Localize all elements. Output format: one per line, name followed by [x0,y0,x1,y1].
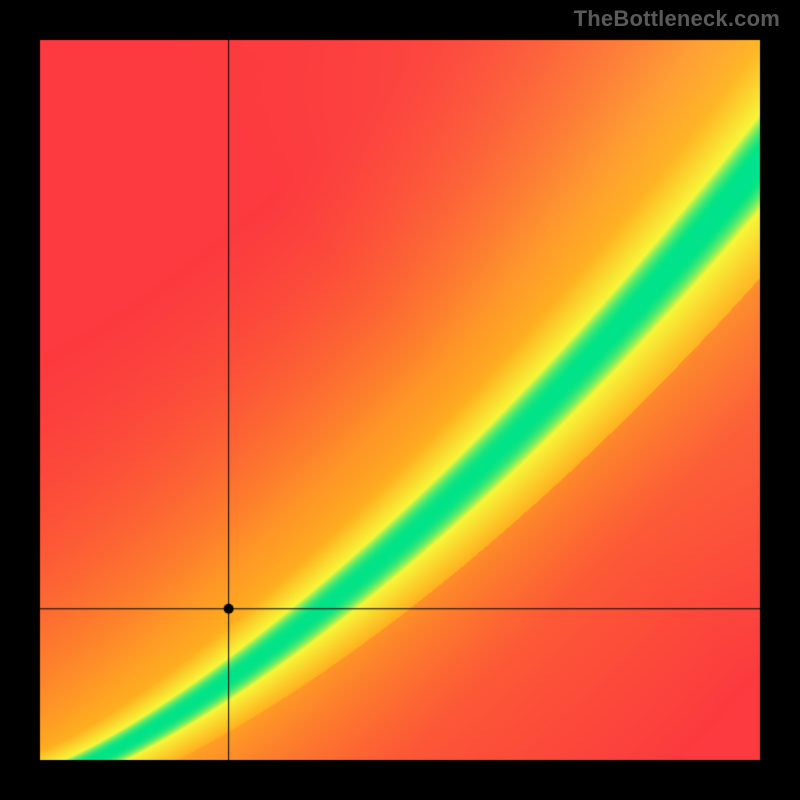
watermark-text: TheBottleneck.com [574,6,780,32]
heatmap-canvas [0,0,800,800]
chart-container: TheBottleneck.com [0,0,800,800]
